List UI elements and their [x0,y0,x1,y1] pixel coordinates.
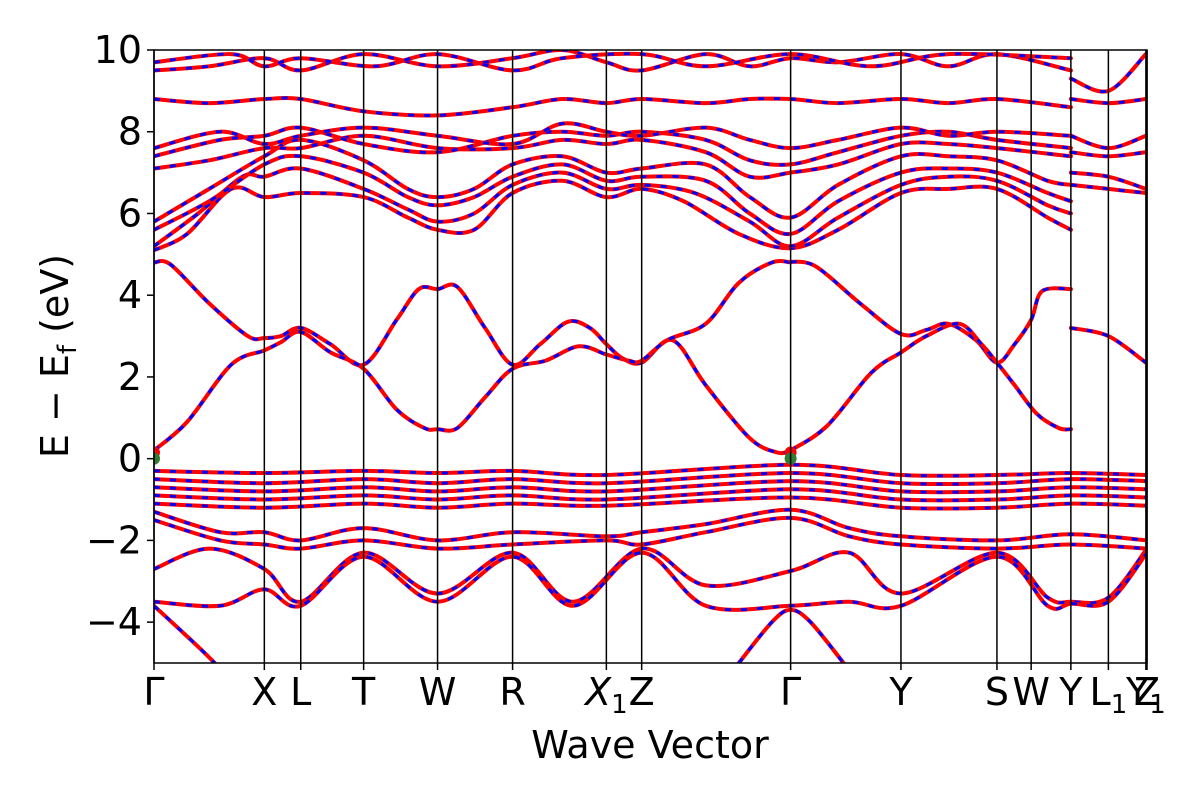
y-axis-label-sub: f [53,344,83,354]
x-axis-label: Wave Vector [531,723,769,767]
x-tick-label-text-2: L [290,670,311,714]
band-line-down-26 [154,508,1147,542]
x-tick-label-11: W [1012,670,1050,714]
x-tick-label-4: W [419,670,457,714]
y-axis-label: E − Ef (eV) [33,254,83,458]
x-tick-label-2: L [290,670,311,714]
band-line-down-3 [789,322,1072,452]
y-axis-label-unit: (eV) [33,254,77,345]
band-line-down-7 [154,154,1072,236]
band-line-down-5 [154,179,1072,252]
x-tick-label-text-4: W [419,670,457,714]
x-tick-label-text-10: S [985,670,1009,714]
x-tick-label-sub-6: 1 [611,690,628,720]
x-tick-label-text-15: Z [1134,670,1160,714]
band-line-down-29 [154,551,1147,612]
y-tick-label-0: −4 [86,600,142,644]
y-axis-ticks: −4 −2 0 2 4 6 8 10 [86,28,154,644]
x-tick-label-text-3: T [351,670,376,714]
x-tick-label-9: Y [888,670,913,714]
band-line-down-25 [154,495,1147,511]
band-line-down-23 [154,479,1147,494]
band-line-down-15 [1070,53,1147,94]
x-tick-label-text-13: L [1090,670,1111,714]
x-tick-label-1: X [251,670,277,714]
band-line-up-0 [154,258,793,456]
x-tick-label-14: Y1 [1125,670,1166,720]
band-line-down-22 [154,471,1147,486]
x-tick-label-15: Z [1134,670,1160,714]
y-axis-label-main: E − E [33,354,77,458]
y-tick-label-2: 0 [118,437,142,481]
x-tick-label-13: L1 [1090,670,1128,720]
band-line-down-11 [154,121,1071,150]
x-tick-label-12: Y [1058,670,1083,714]
x-tick-label-5: R [499,670,525,714]
x-tick-label-10: S [985,670,1009,714]
band-line-down-6 [154,166,1072,248]
x-tick-label-0: Γ [143,670,164,714]
y-tick-label-4: 4 [118,273,142,317]
x-tick-label-3: T [351,670,376,714]
band-line-down-21 [154,463,1147,478]
band-line-up-14 [154,51,1073,73]
x-tick-label-text-1: X [251,670,277,714]
band-line-down-10 [154,125,1072,167]
band-edge-marker-2 [154,452,160,465]
x-tick-label-text-7: Z [629,670,655,714]
x-tick-label-text-6: X [583,670,612,714]
x-tick-label-text-12: Y [1058,670,1083,714]
x-tick-label-7: Z [629,670,655,714]
band-line-down-2 [790,260,1071,365]
y-tick-label-5: 6 [118,191,142,235]
x-tick-label-sub-14: 1 [1149,690,1166,720]
band-line-down-4 [1070,326,1147,366]
y-tick-label-3: 2 [118,355,142,399]
x-tick-label-text-8: Γ [780,670,801,714]
x-tick-label-text-0: Γ [143,670,164,714]
plot-frame [153,49,1148,664]
band-line-up-27 [154,515,1147,551]
x-tick-label-text-14: Y [1125,670,1150,714]
x-tick-label-text-11: W [1012,670,1050,714]
band-line-up-30 [154,603,217,663]
band-line-down-24 [154,487,1147,502]
x-tick-label-sub-13: 1 [1111,690,1128,720]
x-tick-label-text-9: Y [888,670,913,714]
x-tick-label-6: X1 [583,670,628,720]
band-line-down-13 [154,50,1072,73]
band-line-down-1 [154,259,791,452]
y-tick-label-6: 8 [118,110,142,154]
band-line-down-28 [154,547,1147,605]
y-tick-label-7: 10 [94,28,142,72]
x-tick-label-8: Γ [780,670,801,714]
band-line-down-31 [737,608,845,663]
x-tick-label-text-5: R [499,670,525,714]
y-tick-label-1: −2 [86,518,142,562]
